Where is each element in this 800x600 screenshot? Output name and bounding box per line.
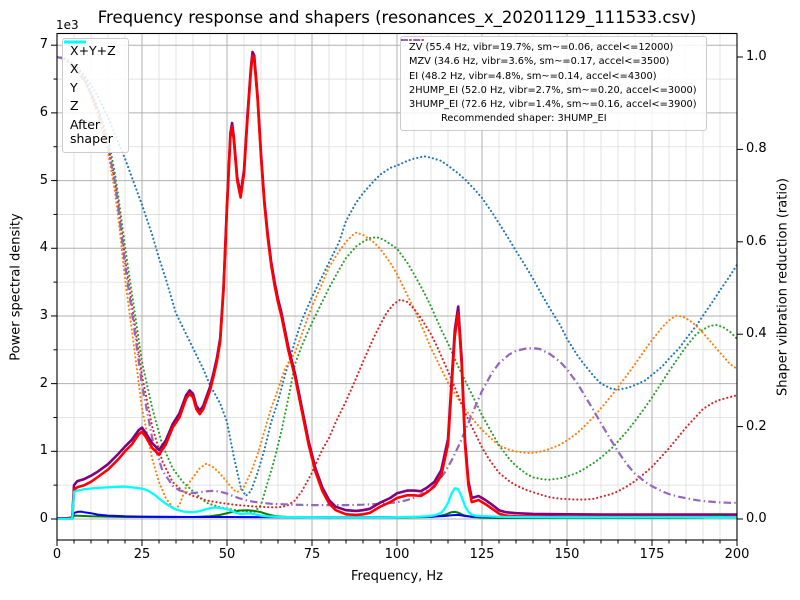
- y2-tick-label: 0.2: [746, 418, 767, 434]
- legend-line-swatch: [402, 39, 425, 41]
- legend-psd: X+Y+Z X Y Z After shaper: [62, 38, 129, 154]
- legend-item-after-shaper: After shaper: [64, 40, 116, 147]
- x-tick-label: 200: [724, 547, 750, 562]
- y-tick-label: 6: [39, 104, 48, 120]
- x-tick-label: 175: [639, 547, 665, 562]
- y-tick-label: 3: [39, 307, 48, 323]
- x-tick-label: 25: [133, 547, 151, 562]
- psd-curves: [57, 50, 737, 521]
- y2-tick-label: 0.6: [746, 233, 767, 249]
- y-axis-label: Power spectral density: [8, 213, 24, 361]
- chart-title: Frequency response and shapers (resonanc…: [97, 8, 697, 27]
- axis-ticks: [51, 44, 743, 546]
- legend-recommended-shaper: Recommended shaper: 3HUMP_EI: [441, 113, 607, 125]
- legend-item-label: ZV (55.4 Hz, vibr=19.7%, sm~=0.06, accel…: [409, 42, 674, 53]
- y-tick-label: 1: [39, 443, 48, 459]
- psd-curve-after-shaper: [57, 485, 737, 521]
- legend-item-label: MZV (34.6 Hz, vibr=3.6%, sm~=0.17, accel…: [409, 56, 670, 68]
- x-tick-label: 125: [469, 547, 495, 562]
- y-tick-label: 0: [39, 511, 48, 526]
- legend-item-label: EI (48.2 Hz, vibr=4.8%, sm~=0.14, accel<…: [409, 70, 657, 82]
- y-tick-label: 5: [39, 172, 48, 188]
- legend-item-label: X: [70, 61, 79, 77]
- legend-item-label: 3HUMP_EI (72.6 Hz, vibr=1.4%, sm~=0.16, …: [409, 99, 697, 111]
- x-tick-label: 150: [554, 547, 580, 562]
- y-axis-offset-text: 1e3: [56, 18, 79, 32]
- shaper-curve-2hump_ei: [57, 55, 737, 509]
- psd-curve-x: [57, 54, 737, 521]
- y2-tick-label: 0.4: [746, 326, 767, 342]
- x-axis-label: Frequency, Hz: [350, 569, 444, 584]
- legend-item-label: Z: [70, 98, 79, 114]
- x-tick-label: 100: [384, 547, 410, 562]
- legend-shapers: ZV (55.4 Hz, vibr=19.7%, sm~=0.06, accel…: [400, 36, 707, 132]
- y-tick-label: 2: [39, 375, 48, 391]
- x-tick-label: 50: [218, 547, 236, 562]
- legend-item-label: Y: [70, 79, 78, 95]
- y2-tick-label: 1.0: [746, 49, 767, 64]
- y-tick-label: 4: [39, 240, 48, 256]
- legend-item-label: X+Y+Z: [70, 43, 116, 58]
- x-tick-label: 75: [303, 547, 321, 562]
- y2-tick-label: 0.8: [746, 141, 767, 157]
- legend-item-3hump_ei: 3HUMP_EI (72.6 Hz, vibr=1.4%, sm~=0.16, …: [402, 39, 697, 111]
- shaper-curve-zv: [57, 55, 737, 498]
- y2-tick-label: 0.0: [746, 511, 767, 526]
- legend-item-label: 2HUMP_EI (52.0 Hz, vibr=2.7%, sm~=0.20, …: [409, 84, 697, 96]
- shaper-curve-mzv: [57, 55, 737, 512]
- legend-line-swatch: [64, 40, 86, 44]
- legend-item-label: After shaper: [70, 116, 113, 146]
- y-tick-label: 7: [39, 37, 48, 53]
- x-tick-label: 0: [52, 547, 62, 562]
